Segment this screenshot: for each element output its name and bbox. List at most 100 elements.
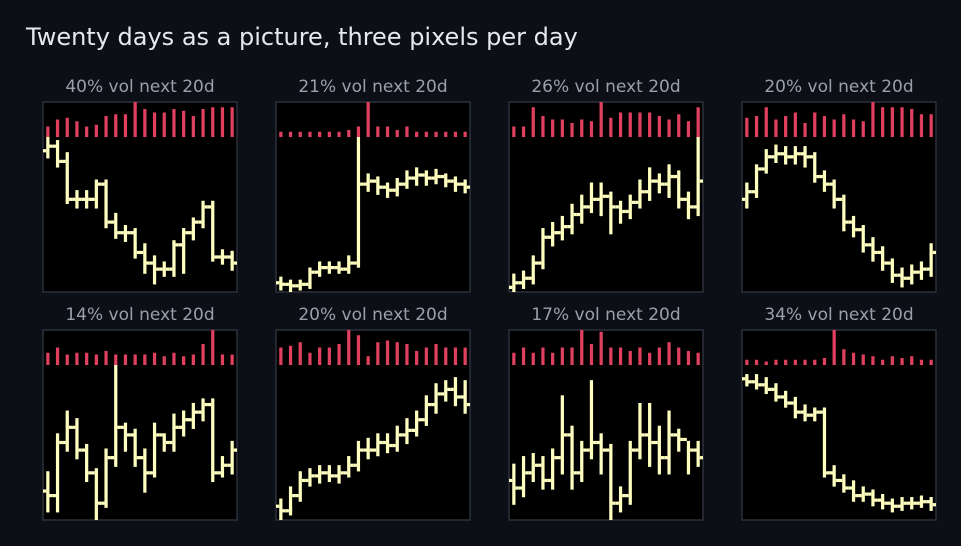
open-tick: [848, 486, 852, 490]
high-low-bar: [929, 243, 933, 277]
high-low-bar: [172, 413, 176, 452]
open-tick: [149, 471, 153, 475]
close-tick: [408, 176, 412, 180]
volume-bar: [793, 359, 797, 365]
volume-bar: [541, 347, 545, 365]
open-tick: [101, 182, 105, 186]
volume-bar: [366, 102, 370, 137]
volume-bar: [191, 116, 195, 137]
volume-bar: [75, 121, 79, 137]
open-tick: [877, 498, 882, 502]
volume-bar: [881, 359, 885, 365]
volume-bar: [94, 124, 98, 137]
volume-bar: [308, 131, 312, 137]
volume-bar: [434, 344, 438, 365]
volume-bar: [628, 351, 632, 365]
open-tick: [761, 383, 765, 387]
high-low-bar: [560, 395, 564, 475]
volume-bar: [104, 351, 108, 365]
volume-bar: [541, 116, 545, 137]
volume-bar: [133, 354, 137, 365]
open-tick: [654, 179, 658, 183]
close-tick: [573, 212, 577, 217]
volume-bar: [279, 347, 283, 365]
high-low-bar: [813, 152, 817, 183]
close-tick: [282, 282, 286, 286]
high-low-bar: [648, 402, 652, 467]
volume-bar: [55, 119, 60, 137]
close-tick: [593, 440, 597, 445]
high-low-bar: [764, 377, 768, 395]
open-tick: [877, 250, 882, 255]
high-low-bar: [638, 402, 642, 460]
close-tick: [583, 448, 587, 452]
high-low-bar: [900, 267, 904, 288]
volume-bar: [764, 361, 768, 365]
volume-bar: [405, 344, 409, 365]
volume-bar: [861, 354, 865, 365]
high-low-bar: [133, 228, 137, 259]
open-tick: [839, 478, 843, 483]
close-tick: [437, 174, 441, 179]
volume-bar: [871, 356, 875, 365]
close-tick: [690, 205, 694, 209]
volume-bar: [463, 347, 467, 365]
open-tick: [538, 261, 542, 265]
volume-bar: [327, 131, 331, 137]
high-low-bar: [424, 170, 428, 186]
close-tick: [292, 494, 296, 498]
volume-bar: [813, 359, 817, 365]
high-low-bar: [638, 179, 642, 209]
open-tick: [761, 167, 765, 171]
open-tick: [576, 212, 581, 217]
close-tick: [884, 261, 888, 265]
high-low-bar: [172, 240, 176, 277]
close-tick: [117, 231, 121, 235]
close-tick: [165, 440, 170, 445]
open-tick: [382, 440, 386, 445]
volume-bar: [182, 110, 186, 137]
close-tick: [806, 155, 810, 159]
close-tick: [806, 413, 810, 417]
high-low-bar: [366, 173, 370, 192]
high-low-bar: [376, 433, 380, 457]
high-low-bar: [182, 410, 186, 437]
high-low-bar: [774, 144, 778, 163]
close-tick: [78, 448, 82, 452]
volume-bar: [318, 131, 322, 137]
panel-title: 40% vol next 20d: [65, 77, 214, 97]
open-tick: [538, 463, 542, 467]
high-low-bar: [55, 140, 60, 168]
high-low-bar: [842, 194, 846, 232]
open-tick: [62, 159, 66, 163]
open-tick: [780, 152, 785, 156]
close-tick: [78, 197, 82, 201]
high-low-bar: [444, 380, 448, 402]
close-tick: [59, 159, 63, 163]
high-low-bar: [75, 418, 79, 460]
panel: [42, 101, 238, 293]
close-tick: [612, 501, 616, 505]
open-tick: [402, 433, 406, 437]
close-tick: [408, 428, 412, 432]
high-low-bar: [560, 215, 564, 241]
close-tick: [214, 255, 218, 259]
open-tick: [421, 173, 425, 177]
high-low-bar: [589, 182, 594, 214]
open-tick: [848, 220, 852, 224]
close-tick: [583, 205, 587, 209]
volume-bar: [589, 121, 594, 137]
open-tick: [52, 144, 56, 148]
high-low-bar: [851, 215, 856, 238]
panel-title: 26% vol next 20d: [531, 77, 680, 97]
close-tick: [185, 231, 189, 235]
close-tick: [874, 250, 878, 255]
volume-bar: [648, 352, 652, 365]
high-low-bar: [813, 407, 817, 422]
high-low-bar: [648, 167, 652, 201]
open-tick: [159, 433, 163, 437]
open-tick: [829, 471, 833, 475]
close-tick: [903, 501, 907, 505]
high-low-bar: [521, 270, 526, 289]
open-tick: [411, 176, 416, 180]
